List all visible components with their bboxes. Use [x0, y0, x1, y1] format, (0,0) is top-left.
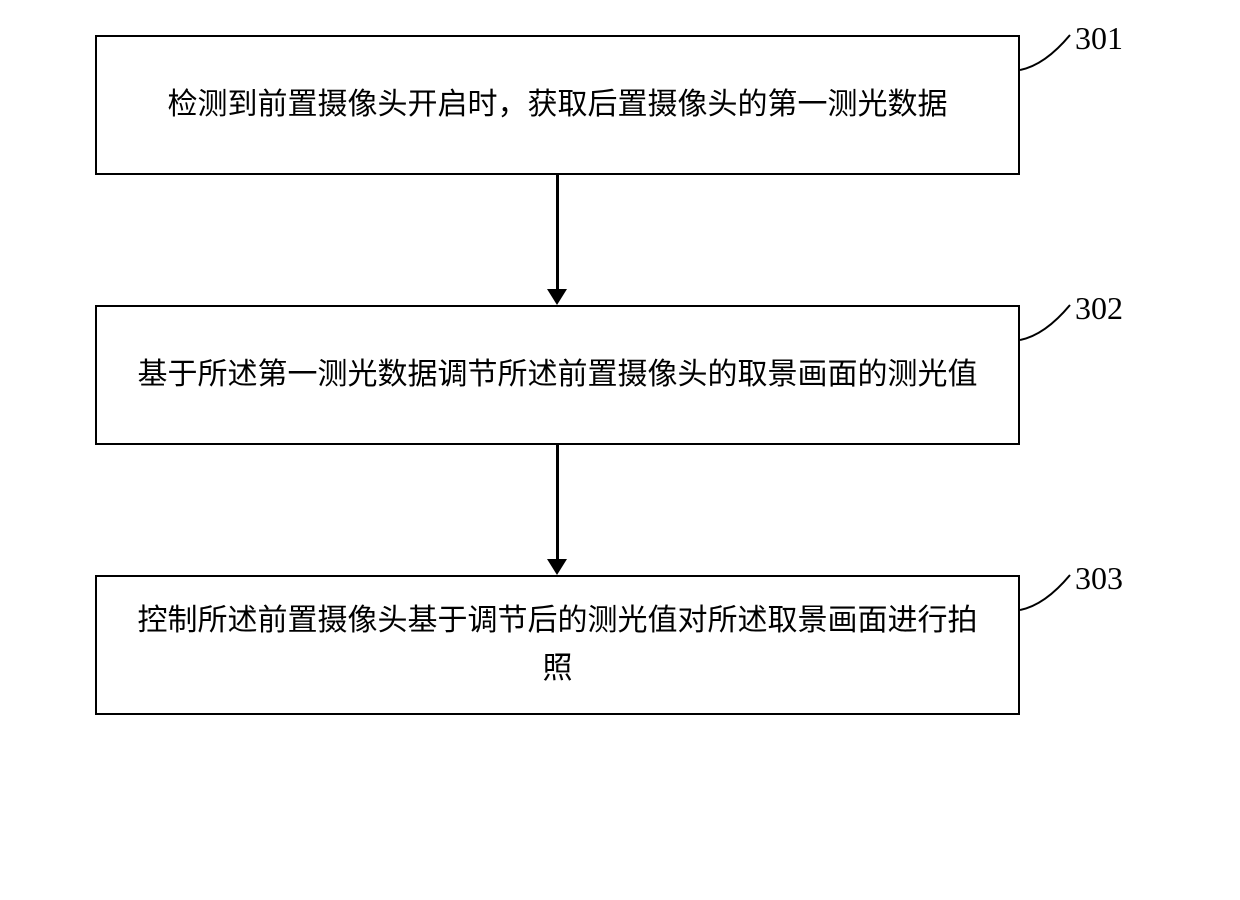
label-curve-3 [1020, 570, 1080, 630]
arrow-1 [547, 289, 567, 305]
connector-2 [556, 445, 559, 559]
flowchart-container: 检测到前置摄像头开启时，获取后置摄像头的第一测光数据 301 基于所述第一测光数… [0, 0, 1240, 900]
flow-label-3: 303 [1075, 560, 1123, 597]
flow-step-3: 控制所述前置摄像头基于调节后的测光值对所述取景画面进行拍照 [95, 575, 1020, 715]
flow-label-2: 302 [1075, 290, 1123, 327]
label-curve-1 [1020, 30, 1080, 90]
connector-1 [556, 175, 559, 289]
arrow-2 [547, 559, 567, 575]
flow-step-2-text: 基于所述第一测光数据调节所述前置摄像头的取景画面的测光值 [138, 351, 978, 399]
flow-step-1: 检测到前置摄像头开启时，获取后置摄像头的第一测光数据 [95, 35, 1020, 175]
flow-step-3-text: 控制所述前置摄像头基于调节后的测光值对所述取景画面进行拍照 [127, 597, 988, 693]
label-curve-2 [1020, 300, 1080, 360]
flow-label-1: 301 [1075, 20, 1123, 57]
flow-step-2: 基于所述第一测光数据调节所述前置摄像头的取景画面的测光值 [95, 305, 1020, 445]
flow-step-1-text: 检测到前置摄像头开启时，获取后置摄像头的第一测光数据 [168, 81, 948, 129]
